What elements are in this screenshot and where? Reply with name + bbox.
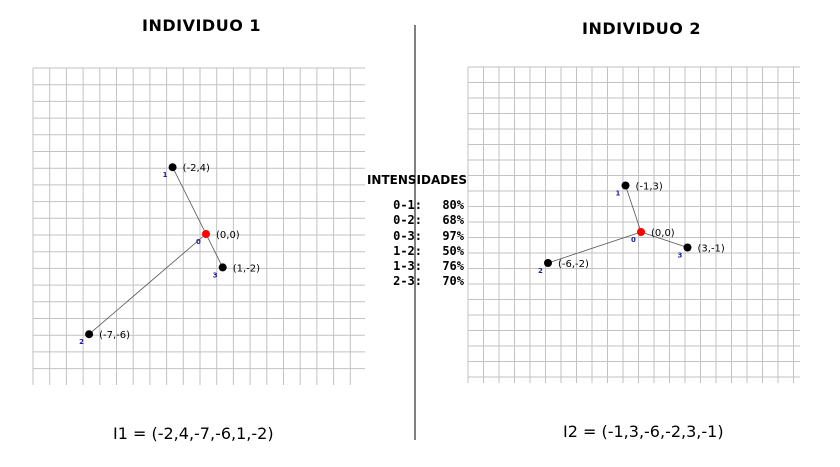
node-coord-label: (1,-2) — [233, 263, 260, 274]
node-3 — [218, 263, 227, 272]
node-id-label: 3 — [678, 252, 683, 260]
node-coord-label: (0,0) — [216, 230, 240, 241]
title-individuo-1: INDIVIDUO 1 — [142, 16, 261, 35]
intensity-row: 0-1: 80% — [393, 198, 464, 212]
intensity-row: 1-2: 50% — [393, 243, 464, 258]
intensity-row: 1-3: 76% — [393, 259, 464, 274]
node-id-label: 1 — [616, 190, 621, 198]
node-2 — [544, 259, 552, 267]
node-coord-label: (-7,-6) — [99, 330, 130, 341]
edge-0-1 — [625, 185, 642, 233]
edge-0-2 — [88, 233, 207, 335]
intensity-row: 0-2: 68% — [393, 213, 464, 228]
node-id-label: 2 — [538, 267, 543, 275]
node-id-label: 1 — [163, 171, 168, 179]
node-coord-label: (0,0) — [651, 228, 675, 239]
graph-individuo-2: (0,0) 0 (-1,3) 1 (-6,-2) 2 (3,-1) 3 — [538, 181, 725, 275]
node-2 — [85, 330, 94, 339]
node-3 — [683, 243, 692, 252]
edge-0-3 — [205, 233, 224, 268]
node-id-label: 2 — [79, 338, 84, 346]
node-coord-label: (-6,-2) — [558, 259, 589, 270]
node-id-label: 3 — [213, 271, 218, 279]
intensity-row: 0-3: 97% — [393, 228, 464, 243]
intensities-list: 0-1: 80% 0-2: 68% 0-3: 97% 1-2: 50% 1-3: 76% … — [378, 198, 464, 290]
node-0 — [637, 228, 645, 236]
grid-individuo-2 — [467, 66, 800, 383]
intensity-row: 2-3: 70% — [393, 274, 464, 289]
title-individuo-2: INDIVIDUO 2 — [582, 19, 701, 38]
edge-0-2 — [547, 231, 642, 264]
node-coord-label: (3,-1) — [698, 244, 725, 255]
node-id-label: 0 — [196, 238, 201, 246]
edge-0-3 — [640, 231, 688, 248]
formula-individuo-1: I1 = (-2,4,-7,-6,1,-2) — [113, 424, 274, 443]
node-0 — [202, 230, 210, 238]
graph-individuo-1: (0,0) 0 (-2,4) 1 (-7,-6) 2 (1,-2) 3 — [79, 163, 260, 346]
node-coord-label: (-1,3) — [636, 182, 663, 193]
intensities-title: INTENSIDADES — [366, 173, 468, 187]
formula-individuo-2: I2 = (-1,3,-6,-2,3,-1) — [563, 422, 724, 441]
node-id-label: 0 — [631, 236, 636, 244]
edge-0-1 — [172, 167, 207, 235]
grid-individuo-1 — [32, 67, 365, 385]
node-1 — [168, 163, 177, 172]
node-coord-label: (-2,4) — [183, 163, 210, 174]
node-1 — [621, 181, 630, 190]
